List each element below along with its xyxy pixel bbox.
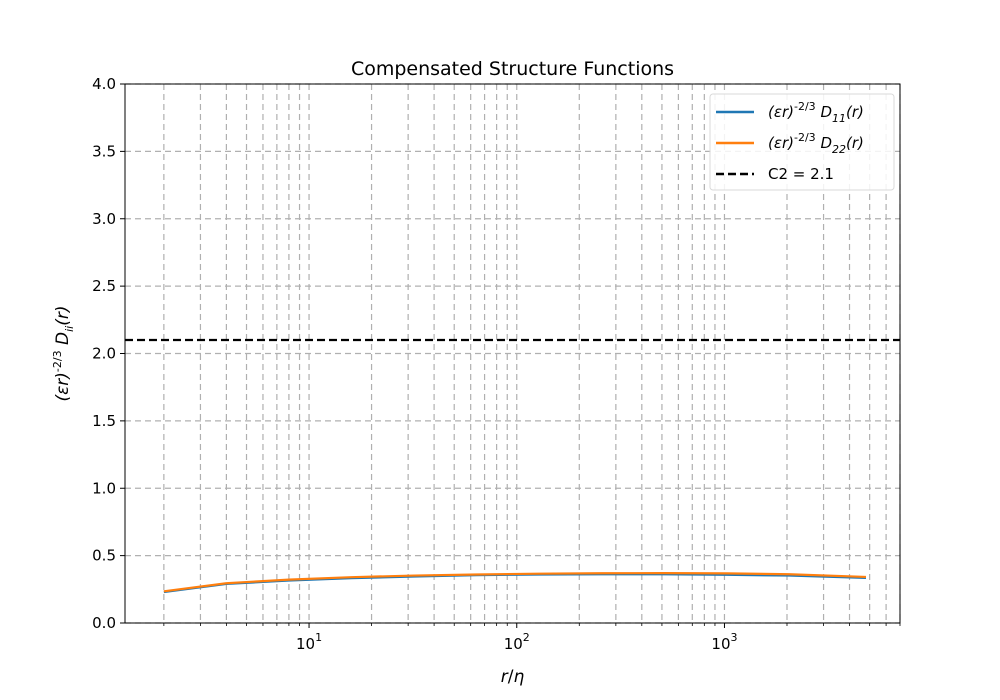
y-axis-title: (εr)-2/3 Dii(r)	[51, 305, 76, 401]
y-tick-label: 4.0	[92, 75, 116, 93]
legend-label: C2 = 2.1	[768, 165, 834, 183]
legend: (εr)-2/3 D11(r) (εr)-2/3 D22(r) C2 = 2.1	[709, 93, 895, 191]
y-tick-label: 2.0	[92, 345, 116, 363]
legend-box	[709, 93, 895, 191]
series-line-2	[163, 572, 867, 593]
y-tick-label: 1.0	[92, 479, 116, 497]
series-line-1	[163, 573, 867, 594]
chart-title: Compensated Structure Functions	[351, 58, 674, 80]
y-tick-label: 0.0	[92, 614, 116, 632]
x-axis-title: r/η	[501, 667, 525, 687]
axis-ticks: 0.0 0.5 1.0 1.5 2.0 2.5 3.0 3.5 4.0 101 102 103	[92, 75, 901, 653]
y-tick-label: 3.0	[92, 210, 116, 228]
x-tick-label: 101	[296, 631, 322, 653]
y-tick-label: 0.5	[92, 547, 116, 565]
series-lines	[163, 572, 867, 594]
x-tick-label: 103	[711, 631, 737, 653]
y-tick-label: 3.5	[92, 142, 116, 160]
y-tick-label: 1.5	[92, 412, 116, 430]
y-tick-label: 2.5	[92, 277, 116, 295]
legend-label: (εr)-2/3 D22(r)	[768, 131, 864, 156]
x-tick-label: 102	[504, 631, 530, 653]
legend-label: (εr)-2/3 D11(r)	[768, 100, 864, 125]
